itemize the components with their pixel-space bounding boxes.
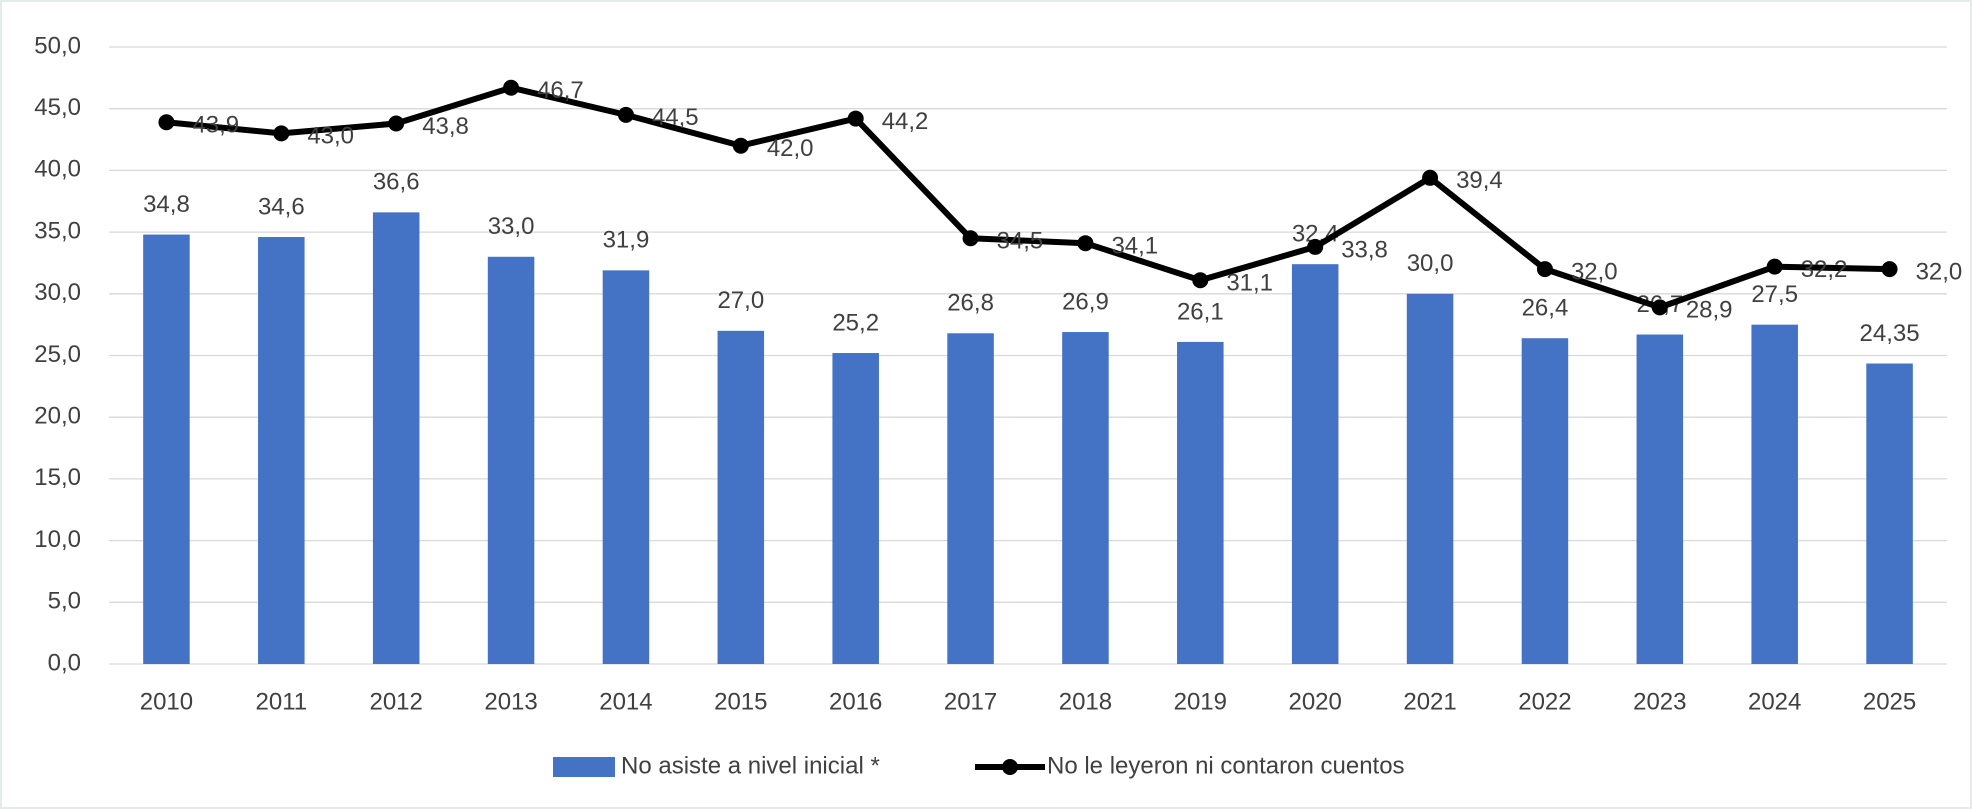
line-value-label: 32,0 [1571,258,1618,285]
line-marker [273,125,290,142]
bar [832,353,879,664]
line-marker [617,106,634,123]
y-tick-label: 20,0 [34,403,81,430]
x-tick-label: 2025 [1863,688,1916,715]
y-tick-label: 0,0 [48,649,81,676]
bar [258,237,305,664]
y-tick-label: 15,0 [34,464,81,491]
bar [487,256,535,664]
bar [1406,293,1454,664]
line-marker [1881,261,1898,278]
line-value-label: 42,0 [767,135,814,162]
bar [717,330,765,664]
legend-label: No le leyeron ni contaron cuentos [1047,752,1405,779]
bar [947,333,994,664]
bar [1636,334,1684,664]
line-marker [1307,238,1324,255]
y-tick-label: 50,0 [34,32,81,59]
y-tick-label: 10,0 [34,526,81,553]
bar [1177,341,1224,664]
line-value-label: 34,1 [1111,233,1158,260]
bar-value-label: 26,4 [1522,295,1569,322]
line-marker [1077,235,1094,252]
y-tick-label: 45,0 [34,94,81,121]
line-value-label: 39,4 [1456,167,1503,194]
line-marker [158,114,175,131]
y-tick-label: 40,0 [34,156,81,183]
line-value-label: 46,7 [537,77,584,104]
line-value-label: 32,0 [1916,258,1963,285]
x-tick-label: 2010 [140,688,193,715]
y-tick-label: 5,0 [48,588,81,615]
x-tick-label: 2018 [1059,688,1112,715]
bar [1751,324,1798,664]
line-value-label: 44,5 [652,104,699,131]
bar-value-label: 26,1 [1177,298,1224,325]
bar-value-label: 34,6 [258,193,305,220]
line [166,84,1890,311]
bar [1291,264,1339,664]
bar-value-label: 30,0 [1407,250,1454,277]
line-marker [388,115,405,132]
bar [1521,338,1569,664]
line-marker [962,230,979,247]
x-tick-label: 2014 [599,688,652,715]
line-value-label: 43,8 [422,113,469,140]
line-marker [1422,169,1439,186]
x-tick-label: 2017 [944,688,997,715]
bar-value-label: 26,8 [947,290,994,317]
x-tick-label: 2013 [484,688,537,715]
line-value-label: 34,5 [997,228,1044,255]
x-tick-label: 2024 [1748,688,1801,715]
bar [143,234,190,664]
line-marker [1651,299,1668,316]
y-tick-label: 30,0 [34,279,81,306]
bar-value-label: 31,9 [603,227,650,254]
bar-value-label: 36,6 [373,169,420,196]
legend-swatch [553,757,615,777]
x-tick-label: 2016 [829,688,882,715]
line-marker [847,110,864,127]
x-tick-label: 2012 [369,688,422,715]
bar-value-label: 26,9 [1062,288,1109,315]
line-marker [1766,258,1783,275]
x-tick-label: 2021 [1403,688,1456,715]
bar-value-label: 25,2 [832,309,879,336]
line-value-label: 33,8 [1341,236,1388,263]
y-tick-label: 25,0 [34,341,81,368]
x-tick-label: 2019 [1174,688,1227,715]
legend-label: No asiste a nivel inicial * [621,752,880,779]
line-value-label: 28,9 [1686,297,1733,324]
bar-value-label: 27,0 [717,287,764,314]
x-tick-label: 2011 [256,688,308,715]
line-value-label: 32,2 [1801,256,1848,283]
line-marker [1536,261,1553,278]
line-value-label: 43,9 [192,112,239,139]
bar-value-label: 24,35 [1860,320,1920,347]
bar [602,270,650,664]
bar-value-label: 27,5 [1751,281,1798,308]
line-marker [1192,272,1209,289]
bar [1866,363,1913,664]
bar-value-label: 34,8 [143,191,190,218]
bar-value-label: 33,0 [488,213,535,240]
line-marker [732,137,749,154]
y-tick-label: 35,0 [34,217,81,244]
line-value-label: 44,2 [882,108,929,135]
line-value-label: 43,0 [307,123,354,150]
bar [1062,332,1109,664]
x-tick-label: 2023 [1633,688,1686,715]
line-value-label: 31,1 [1226,270,1273,297]
line-marker [503,79,520,96]
legend-swatch-marker [1002,759,1018,775]
x-tick-label: 2020 [1288,688,1341,715]
x-tick-label: 2015 [714,688,767,715]
bar [372,212,420,664]
x-tick-label: 2022 [1518,688,1571,715]
